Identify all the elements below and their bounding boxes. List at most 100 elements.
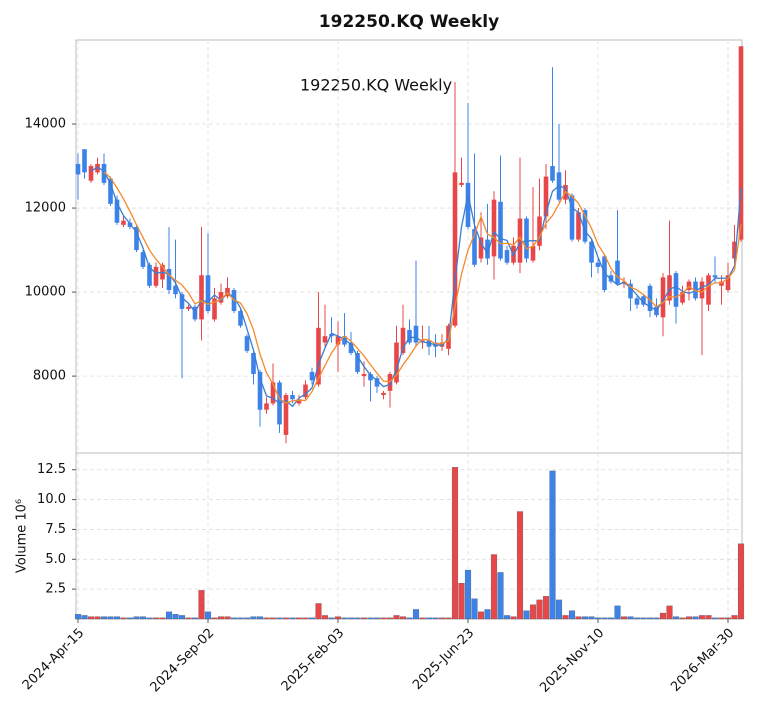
candle-body [316,327,321,385]
candle-body [738,46,744,240]
candle-body [186,306,191,309]
moving-average-line [103,171,742,404]
candle-body [199,275,204,320]
volume-bar [458,583,465,620]
candle-body [537,216,542,246]
volume-bar [328,617,335,620]
candle-body [368,374,373,381]
candle-body [680,292,685,303]
x-tick-label: 2024-Apr-15 [20,626,87,693]
volume-bar [386,617,394,620]
candle-body [374,378,380,387]
candle-body [342,336,347,345]
candle-body [686,281,692,290]
y2-tick-label: 5.0 [45,552,66,567]
candle-body [465,182,471,227]
y-tick-label: 12000 [25,201,66,216]
volume-bar [542,596,550,620]
candle-body [121,220,126,225]
candle-body [615,260,620,284]
candle-body [179,294,185,309]
candle-body [290,395,295,400]
candle-body [108,178,113,204]
candle-body [303,384,308,398]
volume-bar [94,616,101,620]
volume-bar [568,610,576,620]
volume-bar [211,617,218,620]
y2-tick-label: 12.5 [37,462,66,477]
candle-body [491,199,497,257]
volume-bar [302,617,309,620]
candle-body [82,149,87,173]
candle-body [322,336,328,343]
candle-body [355,353,360,372]
volume-bar [614,605,621,620]
candle-body [127,222,133,227]
volume-bar [575,616,582,620]
candle-body [95,163,100,173]
volume-bar [308,617,316,620]
volume-bar [646,617,654,620]
candle-body [394,342,399,383]
annotation: 192250.KQ Weekly [300,76,452,95]
volume-bar [432,617,439,620]
candle-body [543,176,549,217]
volume-bar [445,617,452,620]
x-tick-label: 2025-Nov-10 [537,626,607,696]
volume-bar [490,554,498,620]
volume-bar [672,616,680,620]
volume-bar [406,617,413,620]
candle-body [101,163,107,183]
candle-body [205,275,211,311]
x-tick-label: 2025-Jun-23 [410,626,477,693]
volume-bar [633,617,641,620]
volume-bar [393,615,400,620]
volume-bar [705,615,712,620]
candle-body [244,336,250,351]
candle-body [712,275,718,278]
volume-bar [724,617,732,620]
volume-bar [523,610,530,620]
candle-body [654,306,659,316]
volume-bar [510,616,517,620]
chart-title: 192250.KQ Weekly [319,12,499,32]
volume-bar [497,572,504,620]
candle-body [485,239,490,259]
candle-body [166,268,172,290]
moving-average-line [90,166,742,408]
y-tick-label: 8000 [33,369,66,384]
candle-body [595,262,601,267]
candle-body [387,374,393,391]
candle-body [647,285,653,311]
candle-body [660,277,666,318]
candle-body [699,281,705,299]
volume-bar [679,617,686,620]
volume-bar [380,617,387,620]
candle-body [114,199,120,223]
volume-bar [555,599,563,620]
volume-bar [627,616,634,620]
candle-body [348,342,354,354]
candle-body [634,298,640,305]
volume-bar [276,617,283,620]
volume-bar [471,598,478,620]
volume-bar [640,617,647,620]
volume-bar [549,470,556,620]
candle-body [524,218,529,259]
candle-body [719,281,724,286]
volume-bar [146,617,153,620]
volume-bar [718,617,725,620]
volume-bar [87,616,95,620]
candle-body [550,166,555,181]
candle-body [335,336,341,345]
candle-body [134,226,139,251]
volume-bar [321,615,329,620]
volume-bar [692,616,699,620]
volume-bar [503,615,511,620]
candle-body [309,371,315,381]
volume-bar [607,617,615,620]
candle-body [173,285,178,295]
candle-body [608,275,614,282]
candle-body [270,382,276,404]
